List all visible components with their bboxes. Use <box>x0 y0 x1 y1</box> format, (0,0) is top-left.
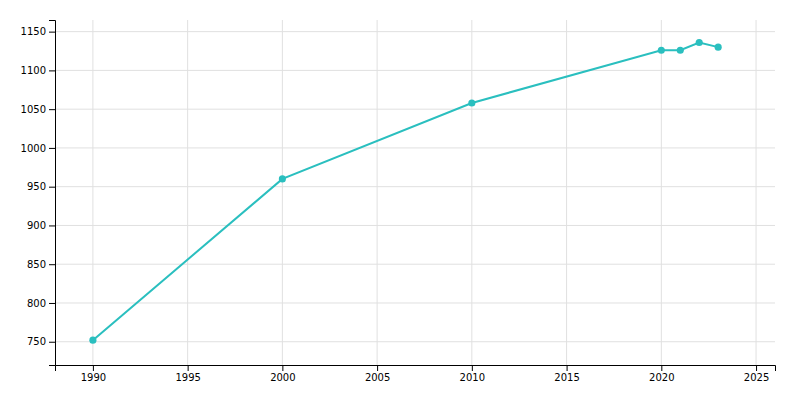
y-axis-tick: 750 <box>27 336 55 347</box>
x-axis-tick-mark <box>93 365 94 371</box>
x-axis-tick-mark <box>756 365 757 371</box>
y-axis-tick-label: 750 <box>27 336 46 347</box>
x-axis-tick-mark <box>188 365 189 371</box>
plot: 1990 1995 2000 2005 2010 2015 2020 2025 750 800 85… <box>21 20 776 383</box>
point <box>89 337 96 344</box>
x-axis-line <box>56 366 776 372</box>
x-axis-tick: 2015 <box>554 365 579 383</box>
x-axis-tick-label: 1990 <box>81 372 106 383</box>
point <box>658 47 665 54</box>
x-axis-tick: 1995 <box>175 365 200 383</box>
y-axis: 750 800 850 900 950 1000 1050 1100 1150 <box>21 21 56 366</box>
y-axis-tick-label: 900 <box>27 220 46 231</box>
marks <box>89 39 721 344</box>
x-axis-tick-label: 2000 <box>270 372 295 383</box>
x-axis-tick-label: 2015 <box>554 372 579 383</box>
grid-line-x <box>187 20 188 365</box>
line <box>93 42 718 340</box>
point <box>279 175 286 182</box>
y-axis-tick-label: 1000 <box>21 143 46 154</box>
x-axis-tick: 2000 <box>270 365 295 383</box>
grid-line-y <box>55 147 775 148</box>
y-axis-tick-mark <box>49 225 55 226</box>
y-axis-tick-mark <box>49 32 55 33</box>
chart: 1990 1995 2000 2005 2010 2015 2020 2025 750 800 85… <box>0 0 800 400</box>
y-axis-tick: 1150 <box>21 26 55 37</box>
grid <box>55 20 775 365</box>
y-axis-tick-label: 800 <box>27 298 46 309</box>
x-axis-tick: 2010 <box>460 365 485 383</box>
x-axis-tick-mark <box>377 365 378 371</box>
grid-line-y <box>55 302 775 303</box>
y-axis-tick-label: 1100 <box>21 65 46 76</box>
x-axis-tick: 2025 <box>744 365 769 383</box>
y-axis-tick-label: 850 <box>27 259 46 270</box>
x-axis-tick-mark <box>661 365 662 371</box>
y-axis-tick-label: 1050 <box>21 104 46 115</box>
grid-line-x <box>377 20 378 365</box>
grid-line-x <box>471 20 472 365</box>
point <box>696 39 703 46</box>
y-axis-tick: 1050 <box>21 104 55 115</box>
y-axis-tick-mark <box>49 109 55 110</box>
x-axis: 1990 1995 2000 2005 2010 2015 2020 2025 <box>56 365 776 383</box>
y-axis-tick: 1000 <box>21 143 55 154</box>
y-axis-tick-label: 950 <box>27 181 46 192</box>
y-axis-tick-mark <box>49 187 55 188</box>
x-axis-tick: 2005 <box>365 365 390 383</box>
x-axis-tick: 1990 <box>81 365 106 383</box>
y-axis-tick: 900 <box>27 220 55 231</box>
y-axis-tick: 850 <box>27 259 55 270</box>
grid-line-x <box>661 20 662 365</box>
point <box>715 44 722 51</box>
y-axis-tick: 1100 <box>21 65 55 76</box>
x-axis-tick-label: 2010 <box>460 372 485 383</box>
y-axis-tick-mark <box>49 342 55 343</box>
grid-line-y <box>55 109 775 110</box>
y-axis-tick-mark <box>49 70 55 71</box>
y-axis-tick-label: 1150 <box>21 26 46 37</box>
x-axis-tick-label: 2005 <box>365 372 390 383</box>
grid-line-y <box>55 341 775 342</box>
x-axis-tick-mark <box>472 365 473 371</box>
x-axis-tick-label: 2025 <box>744 372 769 383</box>
point <box>468 99 475 106</box>
grid-line-y <box>55 264 775 265</box>
y-axis-tick-mark <box>49 303 55 304</box>
grid-line-y <box>55 31 775 32</box>
x-axis-tick-mark <box>567 365 568 371</box>
x-axis-tick-mark <box>282 365 283 371</box>
point <box>677 47 684 54</box>
grid-line-x <box>282 20 283 365</box>
grid-line-x <box>92 20 93 365</box>
grid-line-y <box>55 186 775 187</box>
y-axis-tick: 950 <box>27 181 55 192</box>
grid-line-x <box>566 20 567 365</box>
grid-line-y <box>55 70 775 71</box>
y-axis-tick-mark <box>49 148 55 149</box>
grid-line-y <box>55 225 775 226</box>
y-axis-tick: 800 <box>27 298 55 309</box>
grid-line-x <box>756 20 757 365</box>
x-axis-tick-label: 2020 <box>649 372 674 383</box>
x-axis-tick-label: 1995 <box>175 372 200 383</box>
y-axis-line <box>49 21 56 366</box>
y-axis-tick-mark <box>49 264 55 265</box>
x-axis-tick: 2020 <box>649 365 674 383</box>
